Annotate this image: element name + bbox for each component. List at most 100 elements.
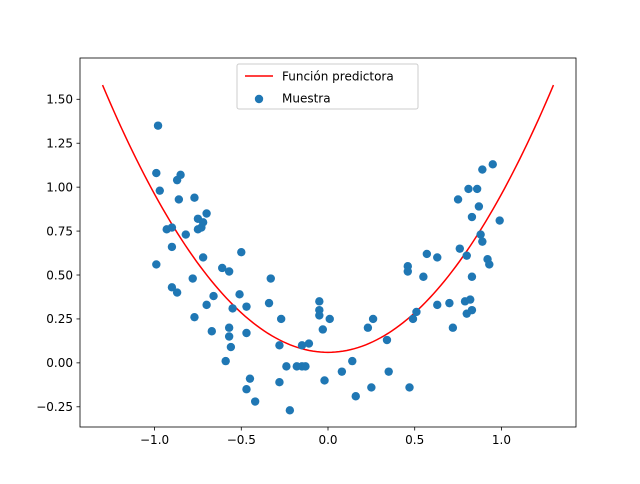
sample-point [250, 397, 260, 406]
sample-point [478, 237, 487, 246]
sample-point [237, 247, 246, 257]
sample-point [419, 272, 428, 281]
y-tick-label: 0.75 [46, 224, 73, 238]
sample-point [242, 302, 251, 311]
sample-point [455, 244, 464, 253]
sample-point [176, 170, 185, 180]
sample-point [301, 362, 310, 371]
legend-label: Función predictora [282, 70, 394, 84]
sample-point [282, 362, 291, 371]
sample-point [337, 367, 347, 376]
sample-point [433, 300, 442, 310]
sample-point [462, 251, 471, 260]
sample-point [384, 367, 393, 376]
sample-point [351, 392, 360, 401]
plot-frame [79, 57, 577, 428]
sample-point [264, 298, 274, 308]
sample-point [209, 291, 218, 301]
sample-point [467, 212, 477, 222]
sample-point [235, 290, 244, 299]
sample-point [297, 341, 307, 350]
sample-point [226, 342, 236, 352]
y-axis: −0.25 0.00 0.25 0.50 0.75 1.00 1.25 1.50 [36, 93, 80, 414]
y-tick-label: 0.00 [46, 356, 73, 370]
sample-point [476, 230, 485, 239]
sample-point [202, 300, 211, 310]
sample-point [466, 295, 475, 304]
sample-point [198, 218, 208, 227]
sample-point [167, 223, 177, 232]
sample-point [245, 374, 255, 383]
sample-point [464, 184, 473, 194]
sample-point [348, 356, 357, 366]
sample-point [445, 298, 454, 308]
sample-point [152, 260, 161, 269]
sample-point [181, 230, 190, 239]
x-tick-label: −1.0 [140, 433, 169, 447]
y-tick-label: −0.25 [36, 400, 73, 414]
sample-points [152, 121, 504, 415]
sample-point [315, 311, 324, 320]
sample-point [408, 314, 418, 324]
sample-point [285, 406, 295, 415]
sample-point [382, 335, 392, 345]
sample-point [478, 165, 487, 174]
series-layer [101, 84, 555, 415]
x-tick-label: 1.0 [492, 433, 511, 447]
sample-point [318, 325, 327, 334]
sample-point [315, 297, 324, 306]
sample-point [472, 184, 482, 194]
sample-point [325, 314, 334, 324]
sample-point [152, 168, 161, 178]
sample-point [485, 260, 494, 269]
sample-point [242, 385, 251, 394]
sample-point [224, 267, 234, 276]
sample-point [488, 160, 497, 169]
sample-point [320, 376, 329, 385]
sample-point [367, 383, 376, 392]
sample-point [228, 304, 237, 313]
sample-point [207, 327, 216, 336]
sample-point [221, 356, 230, 366]
sample-point [167, 242, 177, 252]
x-tick-label: 0.5 [405, 433, 424, 447]
sample-point [198, 253, 208, 262]
y-tick-label: 1.50 [46, 93, 73, 107]
y-tick-label: 1.25 [46, 137, 73, 151]
sample-point [155, 186, 164, 195]
sample-point [467, 272, 477, 281]
sample-point [202, 209, 211, 218]
sample-point [266, 274, 275, 283]
sample-point [275, 341, 284, 350]
sample-point [422, 249, 432, 259]
sample-point [405, 383, 414, 392]
y-tick-label: 0.25 [46, 312, 73, 326]
sample-point [453, 195, 463, 204]
sample-point [153, 121, 163, 130]
sample-point [276, 314, 286, 324]
sample-point [304, 339, 314, 348]
sample-point [224, 332, 234, 341]
sample-point [174, 195, 184, 204]
sample-point [433, 253, 442, 262]
y-tick-label: 0.50 [46, 268, 73, 282]
sample-point [218, 263, 227, 273]
sample-point [368, 314, 378, 324]
sample-point [172, 288, 182, 297]
sample-point [495, 216, 504, 225]
sample-point [188, 274, 197, 283]
sample-point [275, 377, 284, 387]
legend-label: Muestra [282, 92, 331, 106]
sample-point [363, 323, 373, 332]
legend-marker-swatch [254, 94, 264, 104]
sample-point [474, 202, 484, 211]
x-tick-label: 0.0 [318, 433, 337, 447]
sample-point [467, 305, 477, 315]
legend-box [236, 63, 419, 110]
sample-point [190, 193, 199, 202]
sample-point [403, 267, 412, 276]
sample-point [412, 307, 421, 317]
sample-point [448, 323, 458, 332]
y-tick-label: 1.00 [46, 180, 73, 194]
